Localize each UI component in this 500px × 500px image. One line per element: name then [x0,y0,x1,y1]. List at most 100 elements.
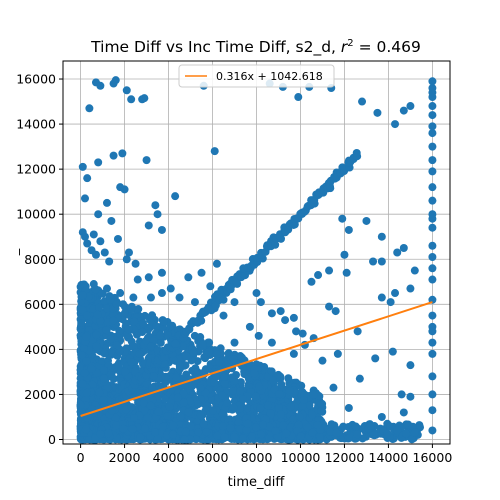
cloud-point [239,395,247,403]
bottom-point [383,429,391,437]
cloud-point [213,350,221,358]
cloud-point [130,318,138,326]
bottom-point [352,423,360,431]
data-point [94,210,102,218]
data-point [103,199,111,207]
bottom-point [282,430,290,438]
cloud-point [221,373,229,381]
data-point [129,294,137,302]
cloud-point [255,383,263,391]
cloud-point [125,325,133,333]
data-point [83,174,91,182]
bottom-point [194,428,202,436]
data-point [191,298,199,306]
bottom-point [313,421,321,429]
x-tick-label: 2000 [109,450,141,465]
cloud-point [100,349,108,357]
data-point [290,314,298,322]
cloud-point [205,348,213,356]
data-point [145,273,153,281]
cloud-point [103,326,111,334]
data-point [125,249,133,257]
y-tick-label: 14000 [16,117,56,132]
cloud-point [106,292,114,300]
data-point [96,82,104,90]
data-point [345,226,353,234]
data-point [123,86,131,94]
data-point [325,303,333,311]
data-point [428,156,436,164]
data-point [81,194,89,202]
cloud-point [95,389,103,397]
cloud-point [113,341,121,349]
y-tick-label: 0 [48,432,56,447]
data-point [158,289,166,297]
data-point [107,217,115,225]
cloud-point [162,373,170,381]
data-point [378,258,386,266]
bottom-point [248,433,256,441]
data-point [145,221,153,229]
cloud-point [268,367,276,375]
data-point [398,390,406,398]
cloud-point [147,342,155,350]
data-point [246,323,254,331]
data-point [334,350,342,358]
bottom-point [353,430,361,438]
data-point [253,289,261,297]
bottom-point [239,435,247,443]
cloud-point [127,305,135,313]
cloud-point [250,369,258,377]
cloud-point [197,411,205,419]
x-tick-label: 8000 [241,450,273,465]
data-point [378,294,386,302]
data-point [428,312,436,320]
data-point [220,312,228,320]
data-point [90,280,98,288]
cloud-point [156,332,164,340]
data-point [94,158,102,166]
cloud-point [93,342,101,350]
cloud-point [209,406,217,414]
cloud-point [229,403,237,411]
cloud-point [128,403,136,411]
data-point [101,249,109,257]
data-point [103,285,111,293]
data-point [154,210,162,218]
data-point [92,251,100,259]
cloud-point [228,374,236,382]
cloud-point [190,349,198,357]
data-point [338,215,346,223]
cloud-point [317,400,325,408]
data-point [176,294,184,302]
y-tick-label: 12000 [16,162,56,177]
data-point [400,408,408,416]
data-point [299,330,307,338]
chart-title: Time Diff vs Inc Time Diff, s2_d, r2 = 0… [90,38,421,57]
data-point [147,294,155,302]
data-point [105,258,113,266]
legend-label: 0.316x + 1042.618 [216,70,323,83]
bottom-point [182,428,190,436]
cloud-point [309,391,317,399]
data-point [255,332,263,340]
cloud-point [277,380,285,388]
data-point [85,104,93,112]
data-point [358,98,366,106]
bottom-point [370,431,378,439]
cloud-point [230,355,238,363]
bottom-point [169,431,177,439]
cloud-point [106,335,114,343]
cloud-point [121,368,129,376]
data-point [206,282,214,290]
cloud-point [82,357,90,365]
data-point [167,285,175,293]
cloud-point [196,333,204,341]
cloud-point [176,362,184,370]
legend: 0.316x + 1042.618 [179,65,334,87]
y-axis-label: _ [6,248,21,256]
y-tick-label: 10000 [16,207,56,222]
bottom-point [386,422,394,430]
data-point [151,201,159,209]
data-point [411,429,419,437]
